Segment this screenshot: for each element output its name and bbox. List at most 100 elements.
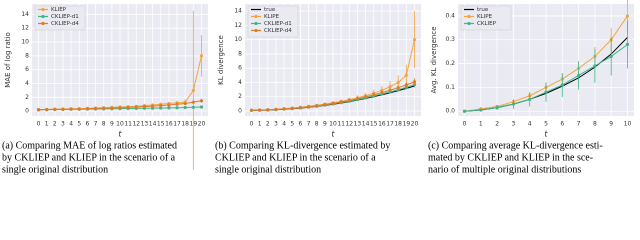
x-tick-label: 4: [69, 121, 73, 128]
x-tick-label: 7: [94, 121, 98, 128]
y-tick-label: 2: [25, 94, 29, 101]
x-tick-label: 10: [624, 121, 632, 128]
data-point: [167, 106, 171, 110]
y-tick-label: 10: [234, 36, 242, 43]
legend-marker: [41, 7, 45, 12]
data-point: [110, 106, 114, 110]
data-point: [339, 100, 343, 104]
caption: by CKLIEP and KLIEP in the scenario of a: [2, 152, 176, 163]
legend-marker: [467, 14, 471, 19]
x-tick-label: 2: [495, 121, 499, 128]
data-point: [625, 14, 630, 18]
x-tick-label: 2: [266, 121, 270, 128]
y-tick-label: 12: [234, 22, 242, 29]
x-tick-label: 7: [577, 121, 581, 128]
data-point: [495, 106, 499, 110]
y-tick-label: 0: [238, 108, 242, 115]
x-tick-label: 10: [116, 121, 124, 128]
y-tick-label: 12: [21, 25, 29, 32]
x-tick-label: 6: [560, 121, 564, 128]
data-point: [53, 107, 57, 111]
y-tick-label: 14: [21, 11, 29, 18]
data-point: [93, 106, 98, 111]
data-point: [134, 105, 138, 109]
x-tick-label: 15: [370, 121, 378, 128]
y-tick-label: 10: [21, 39, 29, 46]
y-tick-label: 6: [238, 65, 242, 72]
data-point: [625, 42, 630, 47]
data-point: [298, 106, 303, 110]
data-point: [69, 107, 73, 111]
data-point: [61, 107, 65, 111]
x-axis-label: t: [331, 130, 335, 139]
data-point: [412, 38, 417, 42]
x-tick-label: 0: [37, 121, 41, 128]
y-tick-label: 4: [25, 80, 29, 87]
x-tick-label: 1: [258, 121, 262, 128]
x-tick-label: 15: [157, 121, 165, 128]
y-axis-label: Avg. KL divergence: [430, 26, 438, 93]
y-tick-label: 0.1: [445, 84, 455, 91]
data-point: [404, 83, 408, 87]
data-point: [150, 104, 155, 108]
x-tick-label: 5: [290, 121, 294, 128]
caption: (c) Comparing average KL-divergence esti…: [428, 140, 603, 151]
data-point: [528, 97, 532, 101]
data-point: [323, 103, 327, 107]
caption: single original distribution: [2, 164, 108, 175]
x-tick-label: 18: [181, 121, 189, 128]
data-point: [183, 105, 187, 110]
x-tick-label: 0: [250, 121, 254, 128]
x-tick-label: 6: [298, 121, 302, 128]
data-point: [175, 102, 179, 106]
data-point: [282, 107, 286, 111]
x-tick-label: 14: [149, 121, 157, 128]
data-point: [102, 106, 106, 110]
data-point: [388, 85, 392, 89]
caption: (b) Comparing KL-divergence estimated by: [215, 140, 390, 151]
legend-marker: [467, 21, 471, 26]
y-axis-label: MAE of log ratio: [4, 32, 12, 87]
x-tick-label: 19: [403, 121, 411, 128]
data-point: [372, 93, 376, 97]
data-point: [388, 88, 392, 92]
data-point: [412, 80, 417, 84]
legend-label: KLIPE: [264, 14, 280, 20]
data-point: [191, 88, 195, 93]
x-tick-label: 18: [394, 121, 402, 128]
legend-marker: [254, 14, 258, 19]
x-tick-label: 3: [61, 121, 65, 128]
x-tick-label: 11: [124, 121, 132, 128]
data-point: [45, 107, 49, 112]
data-point: [118, 106, 122, 110]
data-point: [404, 73, 408, 77]
legend-marker: [254, 28, 258, 33]
data-point: [159, 106, 163, 110]
data-point: [462, 109, 467, 113]
legend-label: CKLIEP: [477, 21, 497, 27]
data-point: [199, 105, 204, 109]
x-tick-label: 9: [110, 121, 114, 128]
x-tick-label: 17: [173, 121, 181, 128]
legend-label: CKLIEP-d4: [51, 21, 79, 27]
x-tick-label: 8: [315, 121, 319, 128]
data-point: [593, 64, 597, 68]
y-tick-label: 2: [238, 93, 242, 100]
x-tick-label: 1: [45, 121, 49, 128]
data-point: [191, 105, 195, 109]
data-point: [85, 107, 90, 111]
y-tick-label: 0.2: [445, 60, 455, 67]
caption: mated by CKLIEP and KLIEP in the sce-: [428, 152, 593, 163]
caption: single original distribution: [215, 164, 321, 175]
x-tick-label: 10: [329, 121, 337, 128]
x-tick-label: 6: [85, 121, 89, 128]
data-point: [331, 101, 335, 106]
data-point: [249, 108, 254, 112]
x-tick-label: 9: [609, 121, 613, 128]
y-tick-label: 0.3: [445, 36, 455, 43]
x-tick-label: 14: [362, 121, 370, 128]
legend-marker: [254, 21, 258, 26]
data-point: [167, 103, 171, 107]
x-tick-label: 17: [386, 121, 394, 128]
